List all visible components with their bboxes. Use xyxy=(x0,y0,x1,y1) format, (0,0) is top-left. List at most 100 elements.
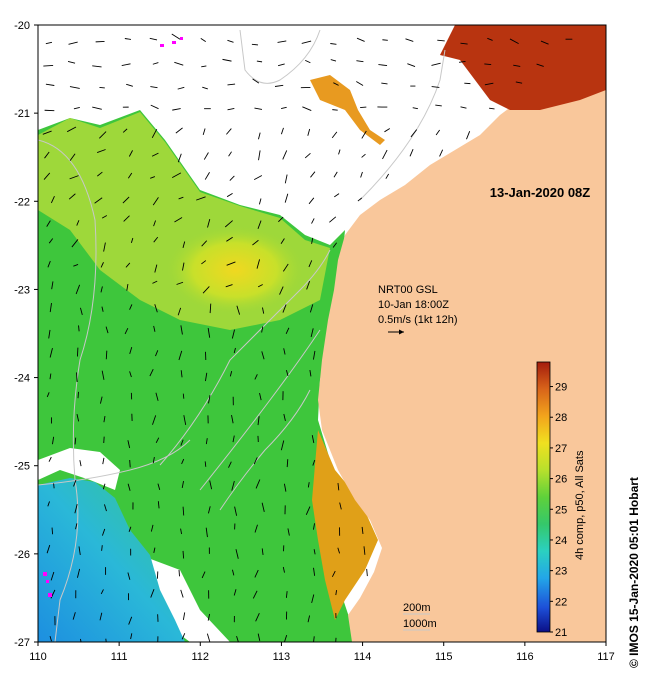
current-arrow xyxy=(513,64,521,67)
current-arrow xyxy=(180,528,183,535)
current-arrow xyxy=(130,633,133,640)
current-arrow xyxy=(50,571,55,581)
current-arrow xyxy=(73,479,77,487)
lat-tick-label: -25 xyxy=(14,461,30,473)
current-arrow xyxy=(254,107,263,110)
current-arrow xyxy=(207,219,211,228)
current-arrow xyxy=(181,480,184,489)
current-arrow xyxy=(180,325,183,335)
current-arrow xyxy=(357,197,363,202)
current-arrow xyxy=(182,262,185,271)
current-arrow xyxy=(127,572,131,580)
current-arrow xyxy=(201,65,207,68)
current-arrow xyxy=(155,350,159,357)
current-arrow xyxy=(96,149,106,154)
current-arrow xyxy=(155,392,159,401)
current-arrow xyxy=(182,506,185,516)
current-arrow xyxy=(171,172,182,179)
current-arrow xyxy=(126,83,133,87)
current-arrow xyxy=(103,415,106,423)
current-arrow xyxy=(150,524,154,532)
current-arrow xyxy=(227,107,235,111)
current-arrow xyxy=(431,86,440,88)
current-arrow xyxy=(76,372,78,383)
current-arrow xyxy=(283,483,287,492)
current-arrow xyxy=(75,284,81,295)
current-arrow xyxy=(231,329,235,339)
lat-tick-label: -20 xyxy=(14,20,30,32)
current-arrow xyxy=(101,215,108,219)
current-arrow xyxy=(206,633,211,642)
current-arrow xyxy=(182,393,185,399)
current-arrow xyxy=(209,303,212,314)
latitude-axis: -20 -21 -22 -23 -24 -25 -26 -27 xyxy=(14,20,38,649)
current-arrow xyxy=(150,589,155,598)
current-arrow xyxy=(460,106,467,109)
current-arrow xyxy=(330,59,337,62)
colorbar-gradient xyxy=(536,361,551,633)
current-arrow xyxy=(180,439,184,446)
current-arrow xyxy=(180,370,183,378)
current-arrow xyxy=(378,64,388,66)
colorbar-tick-label: 24 xyxy=(555,535,567,547)
current-arrow xyxy=(274,84,284,87)
current-arrow xyxy=(75,523,78,530)
current-arrow xyxy=(261,351,265,360)
current-arrow xyxy=(207,613,211,621)
current-arrow xyxy=(437,39,445,42)
current-arrow xyxy=(435,104,442,107)
current-arrow xyxy=(385,173,390,179)
current-arrow xyxy=(301,40,312,44)
current-arrow xyxy=(48,329,51,339)
sst-ne-patch xyxy=(310,75,385,145)
lon-tick-label: 113 xyxy=(273,651,291,663)
lon-tick-label: 115 xyxy=(435,651,453,663)
current-arrow xyxy=(102,483,106,490)
current-arrow xyxy=(177,153,182,163)
current-arrow xyxy=(68,41,78,45)
current-arrow xyxy=(73,264,79,267)
current-arrow xyxy=(69,175,79,180)
current-arrow xyxy=(100,262,104,268)
current-arrow xyxy=(152,197,159,206)
current-arrow xyxy=(209,480,213,490)
current-arrow xyxy=(333,82,339,86)
current-arrow xyxy=(181,458,185,465)
current-arrow xyxy=(202,86,208,90)
current-arrow xyxy=(308,197,315,205)
current-arrow xyxy=(171,33,181,40)
current-arrow xyxy=(458,60,466,63)
current-arrow xyxy=(257,633,261,642)
current-arrow xyxy=(45,41,53,45)
lon-tick-label: 111 xyxy=(111,651,128,663)
current-arrow xyxy=(124,38,132,40)
current-arrow xyxy=(312,350,316,360)
current-arrow xyxy=(257,284,263,288)
current-arrow xyxy=(126,283,129,291)
current-arrow xyxy=(153,220,157,227)
current-arrow xyxy=(405,38,414,42)
current-arrow xyxy=(47,501,50,507)
current-arrow xyxy=(261,502,265,513)
colorbar-tick-label: 29 xyxy=(555,382,567,394)
current-arrow xyxy=(253,175,263,181)
current-arrow xyxy=(282,304,287,313)
current-arrow xyxy=(101,370,105,380)
current-arrow xyxy=(536,63,544,67)
colorbar-ticks: 29 28 27 26 25 24 23 22 21 xyxy=(550,382,567,639)
current-arrow xyxy=(67,61,76,64)
current-arrow xyxy=(282,566,285,573)
current-arrow xyxy=(227,83,236,86)
current-arrow xyxy=(228,151,232,157)
current-arrow xyxy=(233,589,237,596)
current-arrow xyxy=(333,171,338,178)
current-arrow xyxy=(52,436,55,445)
current-arrow xyxy=(261,548,264,556)
current-arrow xyxy=(382,149,388,160)
current-arrow xyxy=(97,171,103,177)
current-arrow xyxy=(285,591,288,598)
current-arrow xyxy=(311,237,314,244)
current-arrow xyxy=(439,149,444,157)
current-arrow xyxy=(261,326,264,333)
